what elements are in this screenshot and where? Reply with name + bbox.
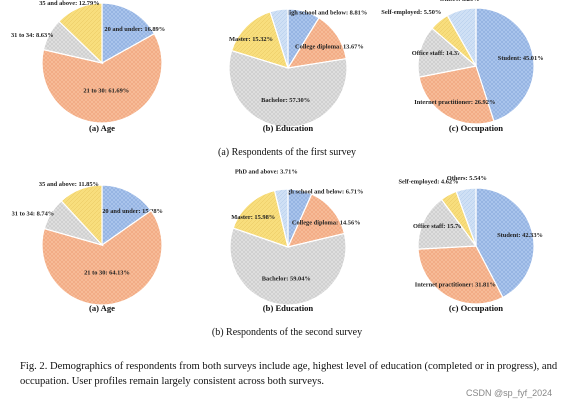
slice-others <box>455 187 477 247</box>
slice-office-staff <box>417 198 478 250</box>
slice-label-student: Student: 45.01% <box>498 55 544 62</box>
slice-label-master: Master: 15.32% <box>229 36 273 43</box>
survey-2-caption: (b) Respondents of the second survey <box>212 327 362 338</box>
slice-label-college-diploma: College diploma: 14.56% <box>292 219 361 226</box>
chart-title: (c) Occupation <box>449 123 503 133</box>
slice-bachelor <box>229 227 347 306</box>
slice-label-high-school-and-below: High school and below: 6.71% <box>280 188 363 195</box>
slice-label-21-to-30: 21 to 30: 64.13% <box>84 270 130 277</box>
slice-label-phd-and-above: PhD and above: 3.71% <box>235 168 298 175</box>
slice-label-35-and-above: 35 and above: 11.85% <box>39 181 99 188</box>
slice-label-master: Master: 15.98% <box>231 214 275 221</box>
slice-phd-and-above <box>269 8 289 69</box>
slice-label-self-employed: Self-employed: 4.62% <box>399 179 459 186</box>
slice-label-high-school-and-below: High school and below: 8.81% <box>284 9 367 16</box>
slice-20-and-under <box>101 184 152 247</box>
pie-chart-6: Student: 42.33% Internet practitioner: 31… <box>399 175 543 313</box>
watermark: CSDN @sp_fyf_2024 <box>466 388 553 398</box>
slice-student <box>475 7 535 122</box>
pie-chart-3: Student: 45.01% Internet practitioner: 26… <box>381 0 543 133</box>
slice-21-to-30 <box>41 32 163 124</box>
slice-label-21-to-30: 21 to 30: 61.69% <box>83 88 129 95</box>
slice-student <box>475 187 535 299</box>
slice-bachelor <box>228 49 348 128</box>
slice-label-college-diploma: College diploma: 13.67% <box>295 43 364 50</box>
slice-label-internet-practitioner: Internet practitioner: 26.92% <box>414 99 495 106</box>
slice-label-student: Student: 42.33% <box>497 232 543 239</box>
slice-35-and-above <box>57 2 103 65</box>
chart-title: (a) Age <box>89 303 115 313</box>
slice-label-others: Others: 5.54% <box>447 175 487 182</box>
slice-master <box>230 11 289 69</box>
slice-label-20-and-under: 20 and under: 16.89% <box>104 26 165 33</box>
slice-label-internet-practitioner: Internet practitioner: 31.81% <box>415 281 496 288</box>
slice-label-others: Others: 8.20% <box>439 0 479 3</box>
slice-label-31-to-34: 31 to 34: 8.74% <box>12 211 55 218</box>
slice-internet-practitioner <box>418 65 495 125</box>
slice-college-diploma <box>286 193 346 248</box>
slice-label-31-to-34: 31 to 34: 8.63% <box>11 32 54 39</box>
slice-internet-practitioner <box>417 245 504 305</box>
slice-21-to-30 <box>41 209 163 306</box>
slice-phd-and-above <box>273 188 289 248</box>
slice-master <box>232 189 289 248</box>
slice-label-35-and-above: 35 and above: 12.79% <box>39 0 99 7</box>
pie-chart-1: 20 and under: 16.89% 21 to 30: 61.69% 31 t… <box>11 0 165 133</box>
pie-chart-2: High school and below: 8.81% College dipl… <box>228 8 367 133</box>
survey-1-caption: (a) Respondents of the first survey <box>218 147 356 158</box>
slice-label-self-employed: Self-employed: 5.50% <box>381 9 441 16</box>
slice-label-office-staff: Office staff: 14.37% <box>412 50 467 57</box>
slice-label-20-and-under: 20 and under: 15.28% <box>102 208 163 215</box>
chart-title: (a) Age <box>89 123 115 133</box>
chart-title: (b) Education <box>263 303 314 313</box>
slice-label-bachelor: Bachelor: 57.30% <box>261 97 310 104</box>
slice-label-bachelor: Bachelor: 59.04% <box>262 276 311 283</box>
chart-title: (b) Education <box>263 123 314 133</box>
chart-title: (c) Occupation <box>449 303 503 313</box>
slice-office-staff <box>417 27 478 78</box>
slice-others <box>446 7 477 69</box>
slice-label-office-staff: Office staff: 15.70% <box>413 223 468 230</box>
slice-20-and-under <box>101 2 156 65</box>
pie-charts: 20 and under: 16.89% 21 to 30: 61.69% 31 t… <box>11 0 544 313</box>
slice-35-and-above <box>60 184 103 247</box>
pie-chart-4: 20 and under: 15.28% 21 to 30: 64.13% 31 t… <box>12 181 163 313</box>
pie-chart-5: High school and below: 6.71% College dipl… <box>229 168 363 313</box>
figure-caption: Fig. 2. Demographics of respondents from… <box>20 361 558 387</box>
